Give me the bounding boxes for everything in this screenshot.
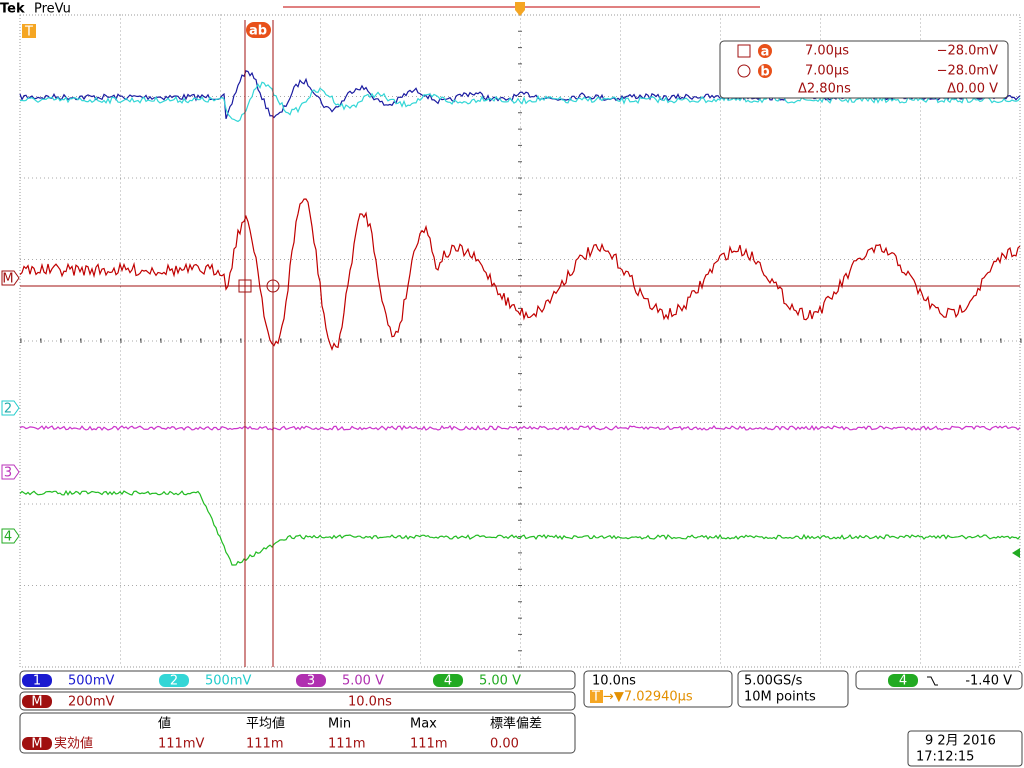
measurement-value: 111m [328, 737, 365, 752]
measurement-source-badge [22, 737, 52, 750]
channel-scale: 500mV [205, 674, 251, 689]
math-scale: 200mV [68, 695, 114, 710]
horizontal-panel [583, 670, 733, 708]
cursor-readout [719, 40, 1009, 99]
brand: Tek [0, 2, 25, 17]
ch4-marker-label: 4 [4, 530, 12, 545]
measurement-name: 実効値 [54, 736, 93, 752]
measurement-header: 値 [158, 716, 171, 732]
trigger-level: -1.40 V [965, 674, 1012, 689]
cursor-badge-label: ab [249, 24, 267, 39]
math-badge-label: M [31, 695, 42, 710]
cursor-b-icon [737, 64, 751, 78]
cursor-b-badge [758, 64, 772, 78]
measurement-header: Max [410, 717, 437, 732]
measurement-value: 111m [246, 737, 283, 752]
ch3-wave [19, 424, 1021, 431]
sample-rate: 5.00GS/s [744, 674, 803, 689]
cursor-a-point [238, 279, 252, 293]
channel-scales: 1 500mV 2 500mV 3 5.00 V 4 5.00 V [22, 674, 521, 689]
channel-id: 3 [307, 674, 315, 689]
date: 9 2月 2016 [925, 734, 996, 749]
cursor-b-point [266, 279, 280, 293]
channel-id: 4 [444, 674, 452, 689]
trigger-badge [22, 24, 36, 38]
cursor-a-badge [758, 44, 772, 58]
trigger-position [515, 2, 525, 16]
measurement-panel [19, 712, 576, 754]
grid-dots [20, 14, 1017, 664]
datetime-panel [907, 730, 1023, 767]
ch3-marker-label: 3 [4, 466, 12, 481]
cursor-a-label: a [761, 45, 770, 60]
ch3-marker [1, 464, 20, 480]
channel-id: 1 [33, 674, 41, 689]
horizontal-scale: 10.0ns [592, 674, 636, 689]
measurement-header: 標準偏差 [490, 716, 542, 732]
acquisition-panel [737, 670, 849, 708]
ch2-marker-label: 2 [4, 402, 12, 417]
cursor-a-level: −28.0mV [937, 44, 999, 59]
cursor-a-time: 7.00µs [805, 44, 849, 59]
channel-badge [433, 674, 463, 687]
horizontal-icon-label: T [591, 690, 600, 705]
measurement-header: Min [328, 717, 351, 732]
horizontal-position: →▼7.02940µs [603, 690, 693, 705]
trigger-slope [927, 676, 938, 686]
math-marker [1, 270, 20, 286]
trigger-level-marker [1012, 548, 1020, 558]
record-length: 10M points [744, 690, 816, 705]
ch4-wave [19, 489, 1021, 566]
delta-level: Δ0.00 V [947, 82, 998, 97]
measurement-value: 0.00 [490, 737, 519, 752]
delta-time: Δ2.80ns [798, 82, 851, 97]
math-badge [22, 695, 52, 708]
horizontal-icon [590, 690, 603, 703]
measurement-value: 111m [410, 737, 447, 752]
channel-scale: 5.00 V [342, 674, 384, 689]
graticule-frame [19, 14, 1021, 668]
ch2-wave [19, 81, 1021, 123]
channel-scale: 500mV [68, 674, 114, 689]
math-timebase: 10.0ns [348, 695, 392, 710]
cursor-a-icon [737, 44, 751, 58]
channel-badge [22, 674, 52, 687]
measurement-header: 平均値 [246, 716, 285, 732]
cursor-badge [246, 22, 271, 38]
cursor-b-time: 7.00µs [805, 64, 849, 79]
trigger-source: 4 [899, 674, 907, 689]
measurement-table: 値 平均値 Min Max 標準偏差 111mV 111m 111m 111m 0.00 [158, 716, 542, 752]
channel-badge [296, 674, 326, 687]
ch4-marker [1, 528, 20, 544]
math-wave [19, 198, 1021, 351]
ch2-marker [1, 400, 20, 416]
trigger-badge-label: T [24, 25, 33, 40]
cursor-b-level: −28.0mV [937, 64, 999, 79]
math-panel [19, 691, 576, 711]
channel-id: 2 [170, 674, 178, 689]
channel-scale: 5.00 V [479, 674, 521, 689]
math-marker-label: M [2, 272, 13, 287]
time: 17:12:15 [916, 750, 974, 765]
cursor-b-label: b [760, 65, 769, 80]
measurement-value: 111mV [158, 737, 204, 752]
trigger-source-badge [888, 674, 918, 687]
measurement-source: M [31, 737, 42, 752]
status: PreVu [34, 2, 71, 17]
channel-badge [159, 674, 189, 687]
